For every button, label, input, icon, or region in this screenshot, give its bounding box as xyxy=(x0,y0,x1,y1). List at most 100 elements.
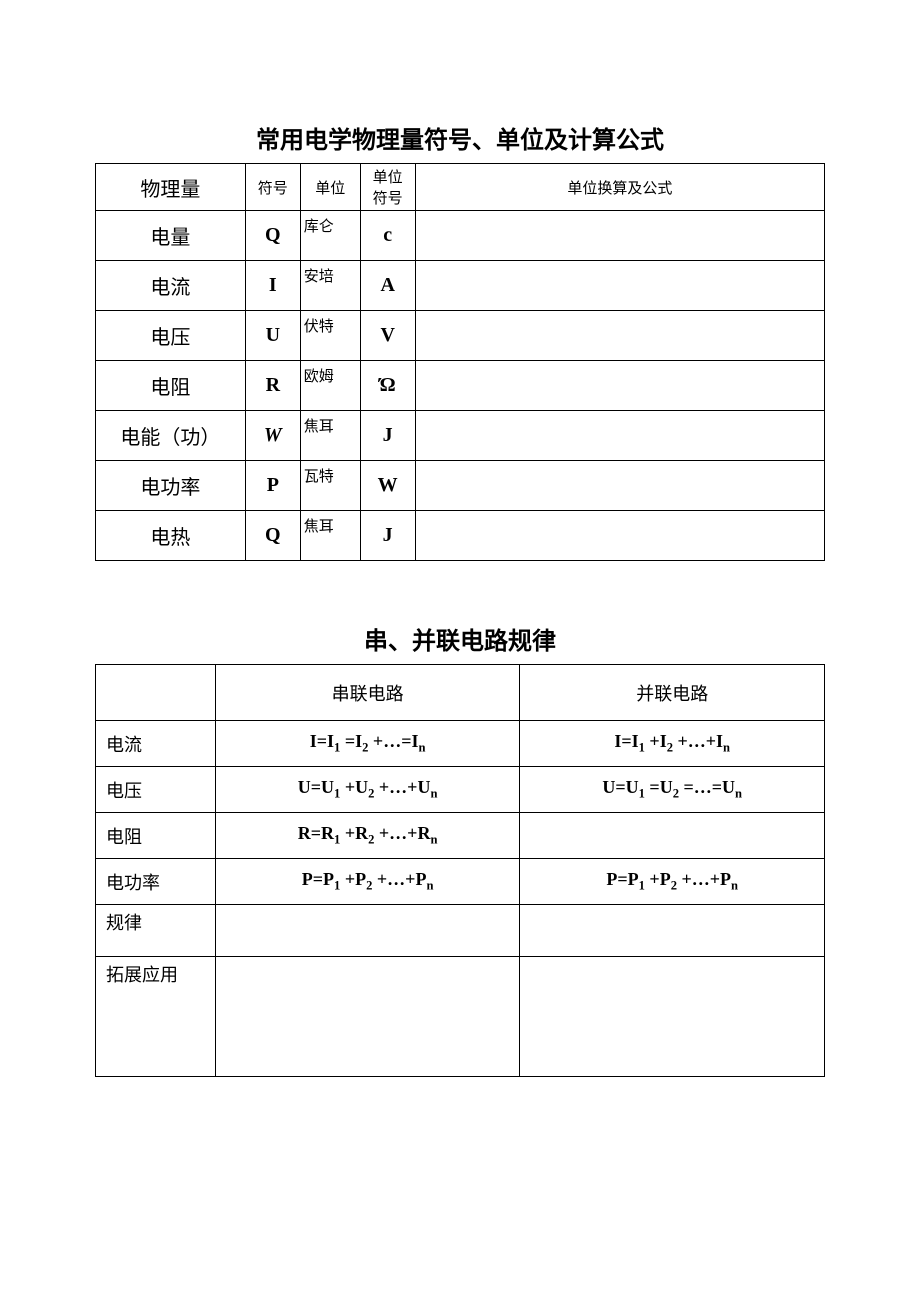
cell-series: P=P1 +P2 +…+Pn xyxy=(215,859,520,905)
cell-parallel xyxy=(520,957,825,1077)
cell-formula xyxy=(415,311,824,361)
section-spacer xyxy=(90,561,830,621)
cell-formula xyxy=(415,361,824,411)
cell-symbol: Q xyxy=(245,511,300,561)
subscript: 2 xyxy=(368,787,374,801)
subscript: 1 xyxy=(639,787,645,801)
table-row: 电阻R欧姆Ώ xyxy=(96,361,825,411)
cell-unit: 焦耳 xyxy=(300,511,360,561)
cell-phys: 电功率 xyxy=(96,461,246,511)
cell-unit-symbol: V xyxy=(360,311,415,361)
cell-phys: 电热 xyxy=(96,511,246,561)
subscript: 1 xyxy=(639,741,645,755)
subscript: 2 xyxy=(671,879,677,893)
cell-unit-symbol: Ώ xyxy=(360,361,415,411)
cell-symbol: R xyxy=(245,361,300,411)
table-row: 电功率P=P1 +P2 +…+PnP=P1 +P2 +…+Pn xyxy=(96,859,825,905)
col-header-phys: 物理量 xyxy=(96,164,246,211)
cell-unit: 库仑 xyxy=(300,211,360,261)
table-row: 电量Q库仑c xyxy=(96,211,825,261)
col-header-unit: 单位 xyxy=(300,164,360,211)
cell-unit-symbol: A xyxy=(360,261,415,311)
subscript: 2 xyxy=(362,741,368,755)
cell-unit: 欧姆 xyxy=(300,361,360,411)
table-row: 电功率P瓦特W xyxy=(96,461,825,511)
table1-header-row: 物理量 符号 单位 单位 符号 单位换算及公式 xyxy=(96,164,825,211)
subscript: 2 xyxy=(673,787,679,801)
cell-symbol: U xyxy=(245,311,300,361)
cell-row-label: 电流 xyxy=(96,721,216,767)
cell-parallel: P=P1 +P2 +…+Pn xyxy=(520,859,825,905)
cell-unit: 伏特 xyxy=(300,311,360,361)
table-row: 电压U伏特V xyxy=(96,311,825,361)
cell-unit-symbol: J xyxy=(360,411,415,461)
cell-parallel: U=U1 =U2 =…=Un xyxy=(520,767,825,813)
cell-phys: 电压 xyxy=(96,311,246,361)
cell-phys: 电流 xyxy=(96,261,246,311)
cell-formula xyxy=(415,461,824,511)
col-header-unitsym: 单位 符号 xyxy=(360,164,415,211)
subscript: n xyxy=(723,741,730,755)
subscript: n xyxy=(735,787,742,801)
unitsym-line2: 符号 xyxy=(373,191,403,207)
subscript: n xyxy=(418,741,425,755)
table-row: 电阻R=R1 +R2 +…+Rn xyxy=(96,813,825,859)
cell-series: I=I1 =I2 +…=In xyxy=(215,721,520,767)
cell-symbol: P xyxy=(245,461,300,511)
cell-row-label: 规律 xyxy=(96,905,216,957)
section2-title: 串、并联电路规律 xyxy=(90,621,830,656)
cell-parallel: I=I1 +I2 +…+In xyxy=(520,721,825,767)
subscript: 1 xyxy=(334,787,340,801)
subscript: 2 xyxy=(667,741,673,755)
cell-unit-symbol: c xyxy=(360,211,415,261)
cell-formula xyxy=(415,211,824,261)
table-row: 规律 xyxy=(96,905,825,957)
cell-row-label: 拓展应用 xyxy=(96,957,216,1077)
cell-row-label: 电压 xyxy=(96,767,216,813)
table2-header-row: 串联电路 并联电路 xyxy=(96,665,825,721)
cell-row-label: 电阻 xyxy=(96,813,216,859)
cell-formula xyxy=(415,411,824,461)
section1-title: 常用电学物理量符号、单位及计算公式 xyxy=(90,120,830,155)
col2-header-label xyxy=(96,665,216,721)
subscript: n xyxy=(430,833,437,847)
table2-body: 电流I=I1 =I2 +…=InI=I1 +I2 +…+In电压U=U1 +U2… xyxy=(96,721,825,1077)
cell-phys: 电量 xyxy=(96,211,246,261)
cell-row-label: 电功率 xyxy=(96,859,216,905)
col-header-symbol: 符号 xyxy=(245,164,300,211)
physics-quantities-table: 物理量 符号 单位 单位 符号 单位换算及公式 电量Q库仑c电流I安培A电压U伏… xyxy=(95,163,825,561)
table-row: 电流I=I1 =I2 +…=InI=I1 +I2 +…+In xyxy=(96,721,825,767)
table-row: 电压U=U1 +U2 +…+UnU=U1 =U2 =…=Un xyxy=(96,767,825,813)
subscript: 1 xyxy=(639,879,645,893)
subscript: 1 xyxy=(334,833,340,847)
table-row: 电能（功）W焦耳J xyxy=(96,411,825,461)
cell-series: R=R1 +R2 +…+Rn xyxy=(215,813,520,859)
subscript: n xyxy=(731,879,738,893)
table-row: 电热Q焦耳J xyxy=(96,511,825,561)
cell-parallel xyxy=(520,813,825,859)
cell-symbol: W xyxy=(245,411,300,461)
cell-unit: 瓦特 xyxy=(300,461,360,511)
cell-unit-symbol: W xyxy=(360,461,415,511)
cell-phys: 电阻 xyxy=(96,361,246,411)
col2-header-parallel: 并联电路 xyxy=(520,665,825,721)
subscript: 1 xyxy=(334,741,340,755)
subscript: n xyxy=(430,787,437,801)
cell-phys: 电能（功） xyxy=(96,411,246,461)
cell-parallel xyxy=(520,905,825,957)
circuit-rules-table: 串联电路 并联电路 电流I=I1 =I2 +…=InI=I1 +I2 +…+In… xyxy=(95,664,825,1077)
cell-symbol: I xyxy=(245,261,300,311)
col2-header-series: 串联电路 xyxy=(215,665,520,721)
cell-symbol: Q xyxy=(245,211,300,261)
cell-series xyxy=(215,905,520,957)
table-row: 拓展应用 xyxy=(96,957,825,1077)
col-header-formula: 单位换算及公式 xyxy=(415,164,824,211)
unitsym-line1: 单位 xyxy=(373,170,403,186)
cell-unit: 安培 xyxy=(300,261,360,311)
cell-formula xyxy=(415,261,824,311)
cell-formula xyxy=(415,511,824,561)
subscript: n xyxy=(426,879,433,893)
table-row: 电流I安培A xyxy=(96,261,825,311)
subscript: 2 xyxy=(366,879,372,893)
cell-unit: 焦耳 xyxy=(300,411,360,461)
